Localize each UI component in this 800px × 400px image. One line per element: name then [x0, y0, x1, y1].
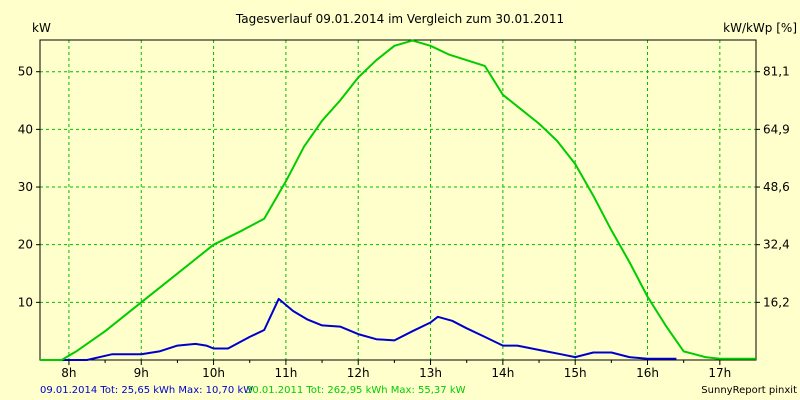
- y-tick-label-left: 30: [18, 180, 33, 194]
- plot-frame: [39, 39, 757, 361]
- x-tick-label: 14h: [491, 366, 514, 380]
- y-tick-label-left: 40: [18, 122, 33, 136]
- x-tick-label: 11h: [274, 366, 297, 380]
- series-line-0: [40, 297, 677, 361]
- chart-title: Tagesverlauf 09.01.2014 im Vergleich zum…: [235, 12, 564, 26]
- x-tick-label: 8h: [61, 366, 76, 380]
- series-group: [40, 39, 756, 361]
- x-tick-label: 10h: [202, 366, 225, 380]
- y-tick-label-right: 48,6: [763, 180, 790, 194]
- x-tick-label: 13h: [419, 366, 442, 380]
- x-tick-label: 9h: [134, 366, 149, 380]
- y-tick-label-right: 81,1: [763, 65, 790, 79]
- grid: [40, 40, 756, 360]
- x-tick-label: 12h: [347, 366, 370, 380]
- series-line-1: [40, 39, 756, 361]
- legend-series-blue: 09.01.2014 Tot: 25,65 kWh Max: 10,70 kW: [40, 385, 253, 396]
- y-axis-right-label: kW/kWp [%]: [723, 21, 797, 35]
- legend-series-green: 30.01.2011 Tot: 262,95 kWh Max: 55,37 kW: [246, 385, 466, 396]
- y-tick-label-left: 50: [18, 65, 33, 79]
- x-tick-label: 17h: [708, 366, 731, 380]
- y-tick-label-left: 20: [18, 238, 33, 252]
- ticks-group: 8h 9h 10h 11h 12h 13h 14h 15h 16h 17h 10 16,2 20 32,4…: [18, 65, 790, 380]
- x-tick-label: 16h: [636, 366, 659, 380]
- x-tick-label: 15h: [564, 366, 587, 380]
- y-tick-label-right: 16,2: [763, 295, 790, 309]
- y-tick-label-left: 10: [18, 295, 33, 309]
- y-tick-label-right: 64,9: [763, 122, 790, 136]
- footer-brand: SunnyReport pinxit: [701, 385, 797, 396]
- y-axis-left-label: kW: [32, 21, 51, 35]
- y-tick-label-right: 32,4: [763, 238, 790, 252]
